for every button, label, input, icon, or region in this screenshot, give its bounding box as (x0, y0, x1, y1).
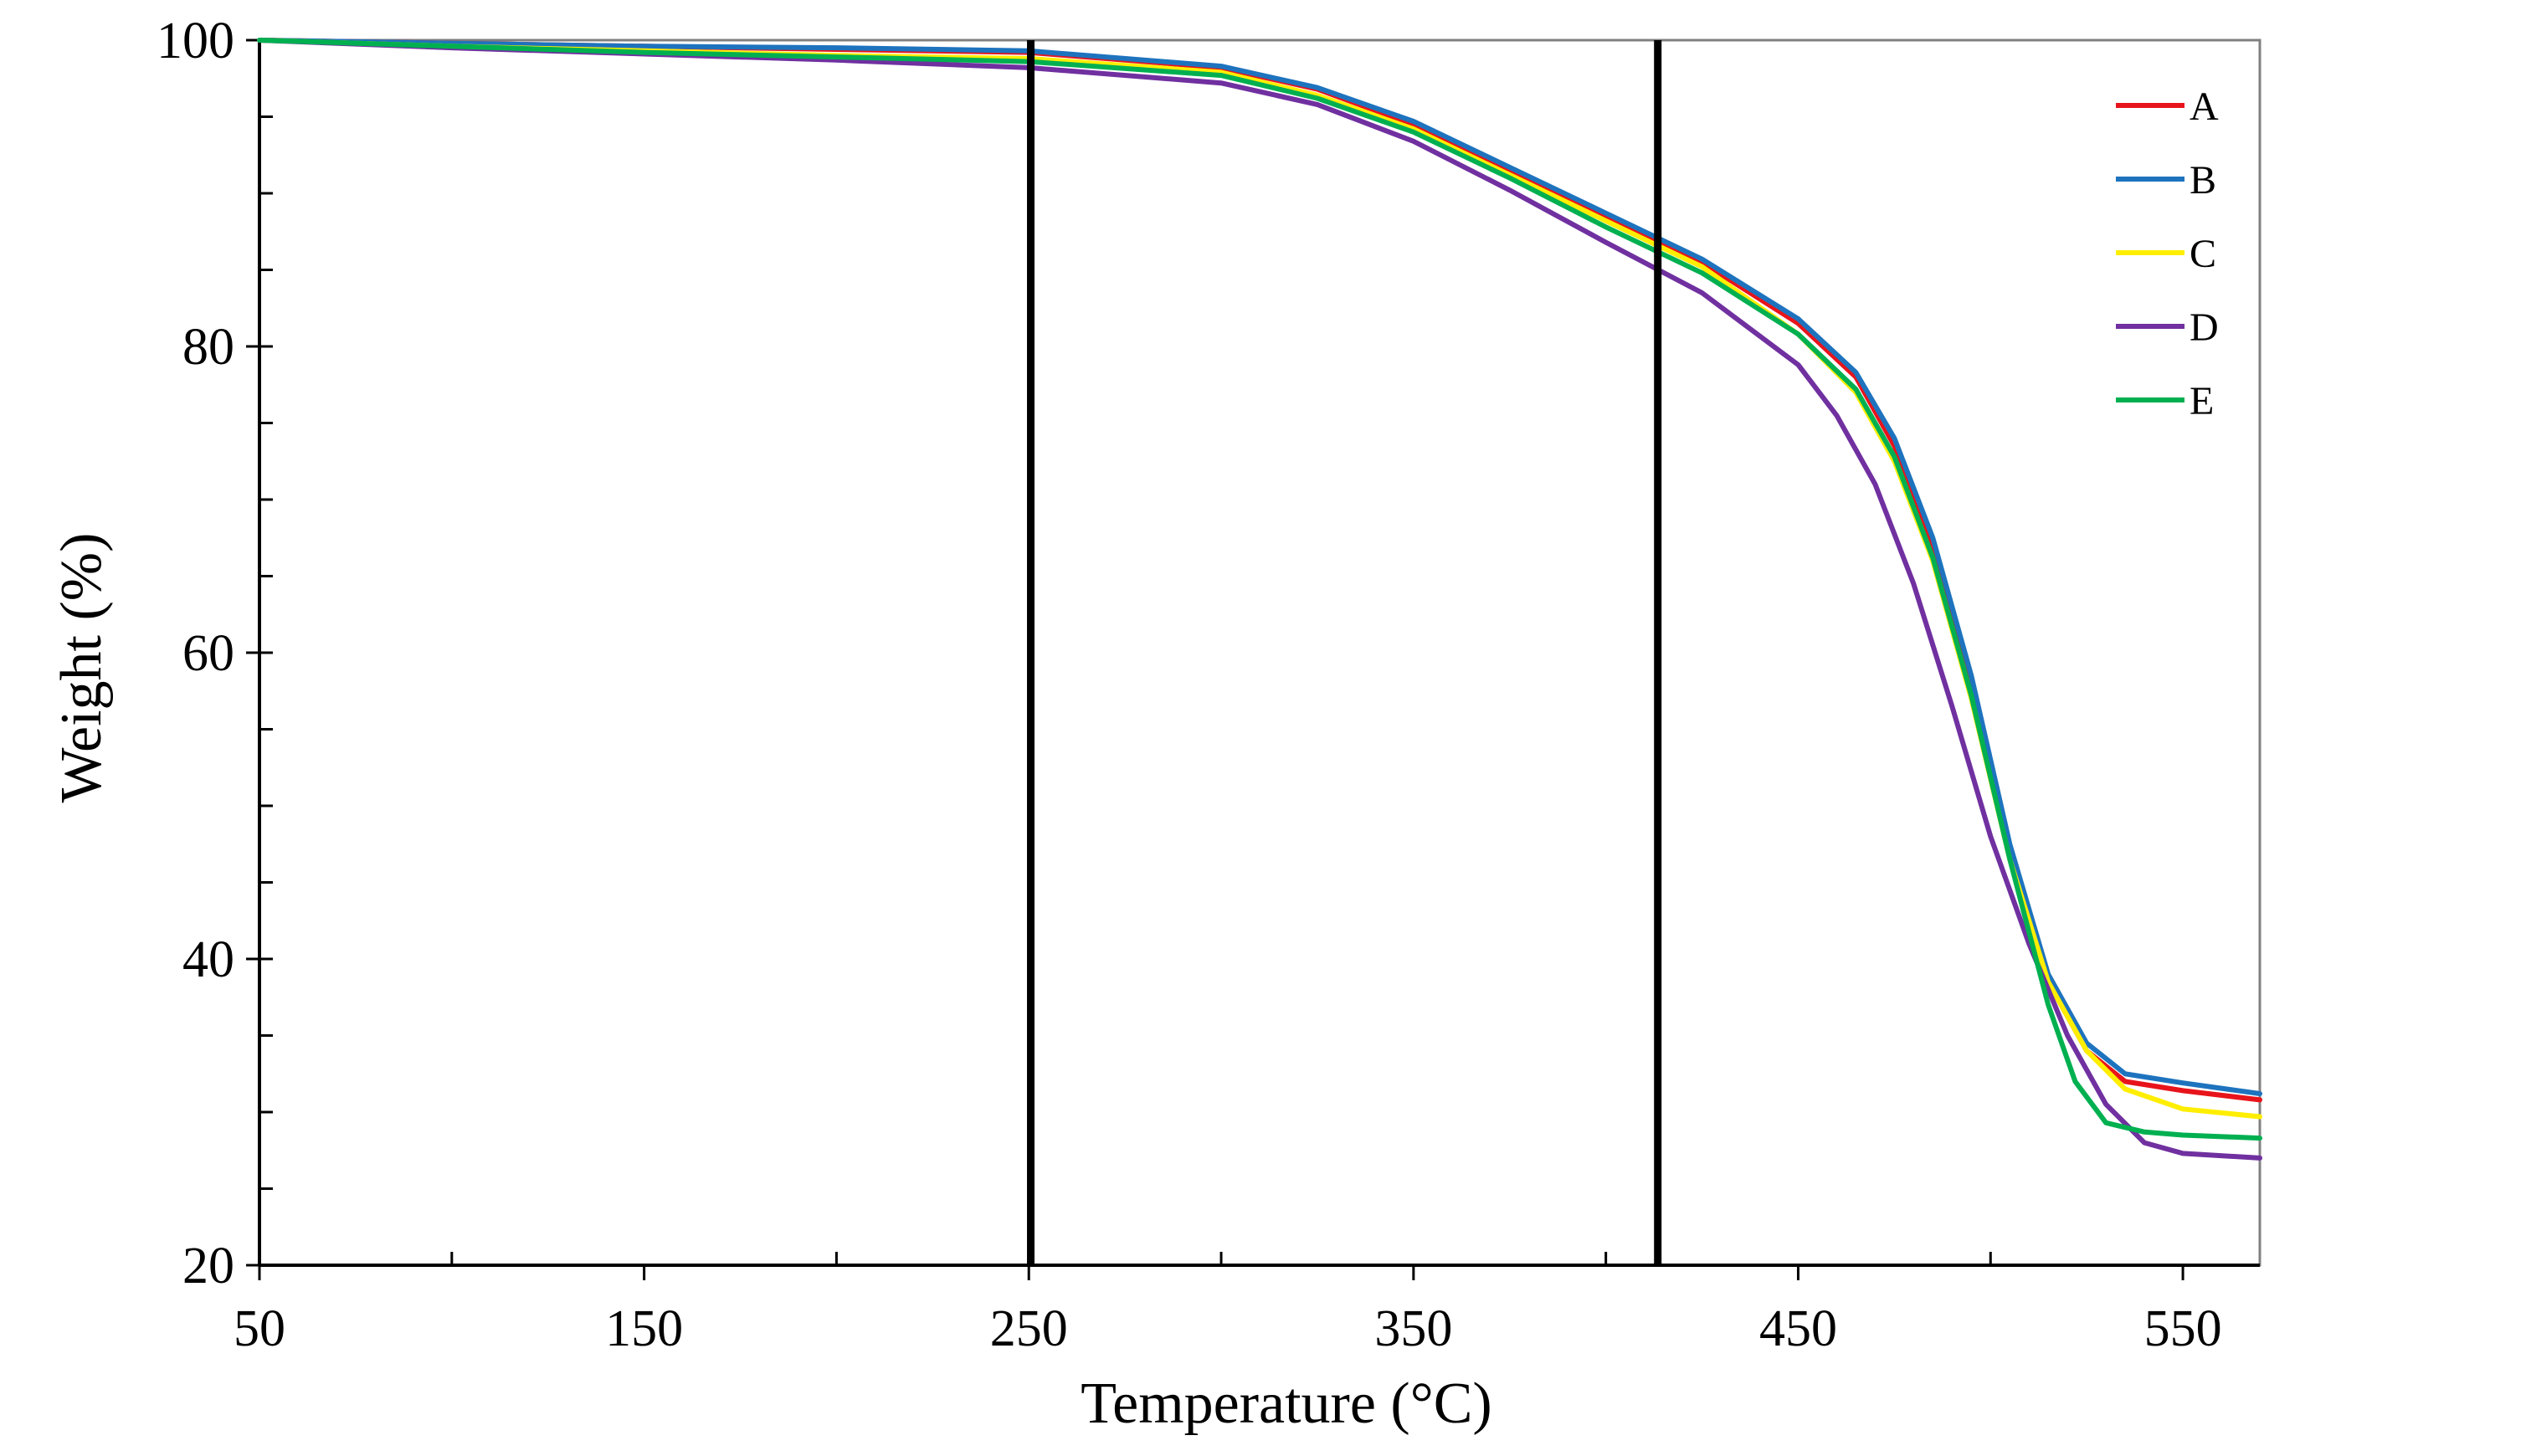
legend-label-a: A (2190, 85, 2219, 129)
legend-label-d: D (2190, 305, 2219, 350)
y-tick-label: 40 (182, 931, 234, 988)
series-line-b (257, 38, 2262, 1096)
y-tick-label: 60 (182, 625, 234, 682)
y-tick-label: 100 (157, 13, 234, 69)
x-tick-label: 50 (234, 1300, 285, 1357)
x-tick-label: 350 (1374, 1300, 1452, 1357)
legend-label-e: E (2190, 379, 2214, 423)
legend-label-b: B (2190, 158, 2216, 203)
x-tick-label: 450 (1759, 1300, 1837, 1357)
x-tick-label: 250 (990, 1300, 1068, 1357)
x-tick-label: 150 (605, 1300, 683, 1357)
series-line-e (257, 38, 2262, 1141)
x-axis-title: Temperature (°C) (1081, 1371, 1491, 1436)
y-axis-title: Weight (%) (49, 533, 114, 803)
y-tick-label: 20 (182, 1238, 234, 1295)
legend-label-c: C (2190, 232, 2216, 276)
x-tick-label: 550 (2144, 1300, 2222, 1357)
y-tick-label: 80 (182, 319, 234, 376)
series-line-d (257, 38, 2262, 1161)
